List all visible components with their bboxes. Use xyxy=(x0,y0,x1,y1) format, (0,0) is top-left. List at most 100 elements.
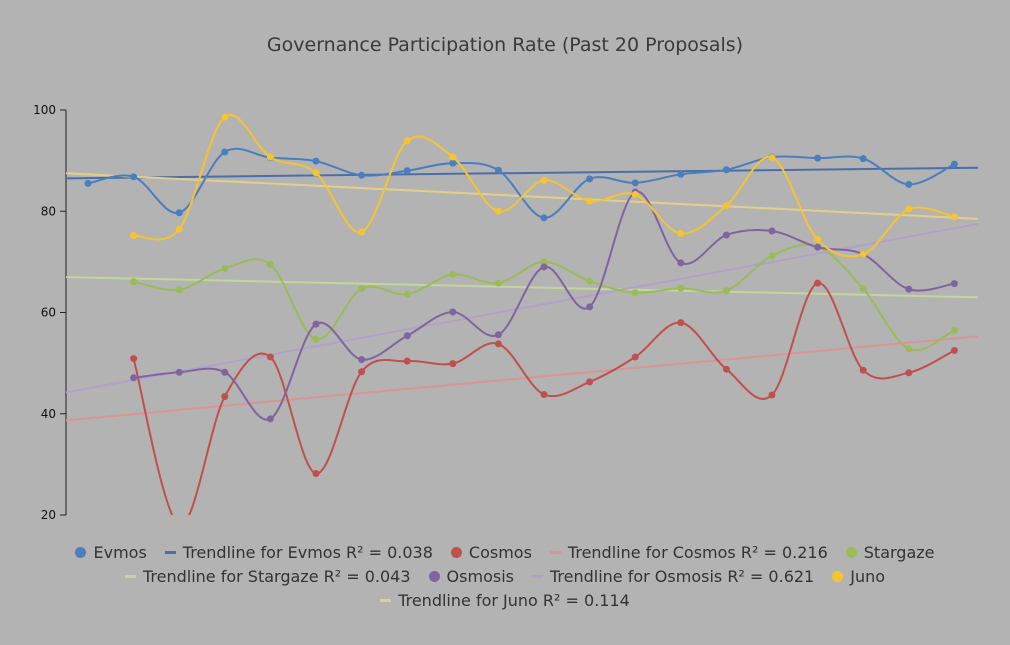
chart-title: Governance Participation Rate (Past 20 P… xyxy=(267,34,743,56)
legend-item-trendline-osmosis[interactable]: Trendline for Osmosis R² = 0.621 xyxy=(531,566,815,586)
legend-item-juno[interactable]: Juno xyxy=(832,566,885,586)
data-point-stargaze xyxy=(221,264,229,272)
data-point-cosmos xyxy=(130,355,138,363)
data-point-osmosis xyxy=(221,368,229,376)
trendline-evmos xyxy=(65,166,979,180)
data-point-evmos xyxy=(905,180,913,188)
data-point-evmos xyxy=(221,148,229,156)
legend-label: Osmosis xyxy=(446,566,514,586)
trendlines xyxy=(65,166,979,422)
data-point-stargaze xyxy=(905,345,913,353)
data-point-osmosis xyxy=(130,374,138,382)
data-point-osmosis xyxy=(403,332,411,340)
data-point-stargaze xyxy=(358,285,366,293)
legend-swatch xyxy=(428,570,440,582)
legend-item-trendline-juno[interactable]: Trendline for Juno R² = 0.114 xyxy=(380,590,630,610)
legend-label: Trendline for Juno R² = 0.114 xyxy=(398,590,630,610)
data-point-stargaze xyxy=(586,277,594,285)
legend-swatch xyxy=(164,550,176,554)
legend-item-stargaze[interactable]: Stargaze xyxy=(845,542,935,562)
data-point-evmos xyxy=(312,157,320,165)
legend-swatch xyxy=(380,598,392,602)
series-line-juno xyxy=(133,114,955,258)
legend-label: Trendline for Stargaze R² = 0.043 xyxy=(142,566,411,586)
data-point-cosmos xyxy=(859,366,867,374)
data-point-juno xyxy=(358,228,366,236)
data-point-stargaze xyxy=(312,335,320,343)
legend-swatch xyxy=(450,546,462,558)
data-point-cosmos xyxy=(905,369,913,377)
legend-swatch xyxy=(75,546,87,558)
data-point-stargaze xyxy=(859,285,867,293)
data-point-evmos xyxy=(358,171,366,179)
y-tick-label: 20 xyxy=(41,508,56,522)
trendline-stargaze xyxy=(65,276,979,299)
data-point-cosmos xyxy=(403,357,411,365)
data-point-osmosis xyxy=(312,320,320,328)
legend-label: Trendline for Evmos R² = 0.038 xyxy=(182,542,433,562)
data-point-cosmos xyxy=(722,365,730,373)
legend-item-osmosis[interactable]: Osmosis xyxy=(428,566,514,586)
legend-label: Trendline for Cosmos R² = 0.216 xyxy=(567,542,828,562)
data-point-cosmos xyxy=(631,353,639,361)
legend-item-evmos[interactable]: Evmos xyxy=(75,542,147,562)
data-point-osmosis xyxy=(722,231,730,239)
data-point-juno xyxy=(266,153,274,161)
legend-swatch xyxy=(549,550,561,554)
data-point-evmos xyxy=(631,179,639,187)
data-point-stargaze xyxy=(494,279,502,287)
data-point-juno xyxy=(221,113,229,121)
data-point-juno xyxy=(677,230,685,238)
data-point-juno xyxy=(950,213,958,221)
data-point-evmos xyxy=(950,160,958,168)
data-point-evmos xyxy=(494,166,502,174)
data-point-juno xyxy=(586,197,594,205)
data-point-stargaze xyxy=(175,286,183,294)
data-point-osmosis xyxy=(950,280,958,288)
legend-label: Juno xyxy=(850,566,886,586)
data-point-osmosis xyxy=(768,227,776,235)
data-point-stargaze xyxy=(449,271,457,279)
data-point-evmos xyxy=(722,166,730,174)
data-point-stargaze xyxy=(677,284,685,292)
data-point-evmos xyxy=(449,159,457,167)
data-point-stargaze xyxy=(403,290,411,298)
legend-item-trendline-evmos[interactable]: Trendline for Evmos R² = 0.038 xyxy=(164,542,433,562)
data-point-cosmos xyxy=(768,391,776,399)
data-point-evmos xyxy=(130,173,138,181)
series-line-osmosis xyxy=(133,190,955,421)
data-point-juno xyxy=(540,176,548,184)
data-point-juno xyxy=(722,202,730,210)
data-point-evmos xyxy=(677,170,685,178)
data-point-osmosis xyxy=(358,356,366,364)
data-point-cosmos xyxy=(221,393,229,401)
legend: Evmos Trendline for Evmos R² = 0.038 Cosmo… xyxy=(40,542,970,610)
data-point-osmosis xyxy=(677,259,685,267)
data-point-evmos xyxy=(403,167,411,175)
data-point-cosmos xyxy=(449,360,457,368)
data-point-evmos xyxy=(814,154,822,162)
y-tick-label: 100 xyxy=(33,103,56,117)
data-point-osmosis xyxy=(449,308,457,316)
legend-label: Stargaze xyxy=(863,542,935,562)
data-point-stargaze xyxy=(266,260,274,268)
data-point-osmosis xyxy=(540,263,548,271)
legend-item-trendline-stargaze[interactable]: Trendline for Stargaze R² = 0.043 xyxy=(124,566,411,586)
legend-item-trendline-cosmos[interactable]: Trendline for Cosmos R² = 0.216 xyxy=(549,542,828,562)
data-point-osmosis xyxy=(175,368,183,376)
legend-swatch xyxy=(845,546,857,558)
y-tick-label: 80 xyxy=(41,204,56,218)
y-tick-label: 60 xyxy=(41,306,56,320)
legend-label: Trendline for Osmosis R² = 0.621 xyxy=(549,566,815,586)
data-point-stargaze xyxy=(768,252,776,260)
data-point-cosmos xyxy=(358,368,366,376)
legend-swatch xyxy=(124,574,136,578)
series-points xyxy=(84,113,958,477)
legend-item-cosmos[interactable]: Cosmos xyxy=(450,542,532,562)
legend-swatch xyxy=(531,574,543,578)
y-axis: 20 40 60 80 100 xyxy=(33,103,67,522)
data-point-juno xyxy=(768,154,776,162)
data-point-juno xyxy=(631,191,639,199)
series-line-cosmos xyxy=(132,282,955,515)
